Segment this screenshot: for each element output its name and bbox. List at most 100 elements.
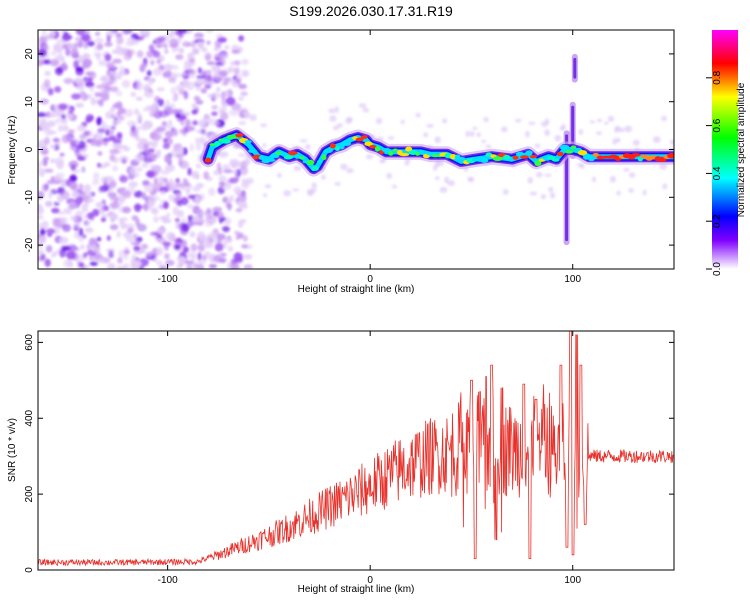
noise-blob <box>45 245 53 253</box>
noise-blob <box>241 181 250 190</box>
noise-blob <box>79 90 86 96</box>
noise-blob <box>178 108 183 115</box>
noise-blob <box>121 145 128 150</box>
noise-blob <box>123 253 129 261</box>
noise-blob <box>75 210 84 217</box>
noise-blob <box>128 181 139 188</box>
ridge-blob <box>374 146 381 152</box>
noise-blob <box>119 175 128 183</box>
speckle-blob <box>444 176 449 184</box>
ridge-blob <box>321 154 327 161</box>
noise-blob <box>102 137 111 142</box>
noise-blob <box>232 169 238 175</box>
colorbar-gradient <box>712 30 738 269</box>
noise-blob <box>227 66 235 73</box>
noise-blob <box>187 167 192 176</box>
ridge-blob <box>258 155 265 160</box>
noise-blob <box>51 207 60 214</box>
noise-blob <box>184 111 191 117</box>
speckle-blob <box>540 194 547 200</box>
speckle-blob <box>387 136 395 140</box>
snr-xlabel: Height of straight line (km) <box>298 584 415 595</box>
noise-blob <box>193 80 204 85</box>
noise-blob <box>112 139 122 144</box>
ridge-blob <box>520 155 529 159</box>
ridge-blob <box>551 158 560 162</box>
noise-blob <box>240 170 248 176</box>
noise-blob <box>68 203 77 210</box>
noise-blob <box>90 97 97 106</box>
noise-blob <box>40 253 46 261</box>
ridge-blob <box>355 137 364 142</box>
noise-blob <box>76 260 81 265</box>
ridge-blob <box>667 153 674 159</box>
noise-blob <box>218 181 226 187</box>
noise-blob <box>109 107 115 113</box>
noise-blob <box>197 209 204 218</box>
noise-blob <box>71 93 82 100</box>
noise-blob <box>174 244 181 250</box>
noise-blob <box>136 166 143 172</box>
noise-blob <box>203 171 210 180</box>
noise-blob <box>143 90 154 98</box>
colorbar-tick-label: 0.2 <box>712 214 723 228</box>
noise-blob <box>46 228 56 235</box>
noise-blob <box>69 245 78 252</box>
noise-blob <box>162 71 172 78</box>
noise-blob <box>156 87 165 92</box>
noise-blob <box>152 182 162 190</box>
noise-blob <box>224 45 230 50</box>
snr-frame <box>37 330 675 571</box>
noise-blob <box>233 60 241 66</box>
noise-blob <box>158 176 164 184</box>
noise-blob <box>168 64 174 70</box>
speckle-blob <box>669 139 674 145</box>
noise-blob <box>205 250 210 257</box>
noise-blob <box>234 78 242 84</box>
noise-blob <box>104 53 112 62</box>
ridge-blob <box>502 154 511 160</box>
noise-blob <box>156 247 164 256</box>
noise-blob <box>195 129 204 134</box>
noise-blob <box>96 257 105 264</box>
speckle-blob <box>218 108 225 114</box>
noise-blob <box>39 146 49 155</box>
noise-blob <box>166 231 175 241</box>
speckle-blob <box>334 182 341 186</box>
noise-blob <box>133 246 141 251</box>
noise-blob <box>88 237 98 247</box>
noise-blob <box>47 179 52 185</box>
noise-blob <box>130 261 139 269</box>
ridge-blob <box>631 153 641 157</box>
noise-blob <box>148 44 155 52</box>
noise-blob <box>106 129 115 136</box>
speckle-blob <box>233 103 242 110</box>
noise-blob <box>140 63 148 68</box>
noise-blob <box>62 223 71 232</box>
noise-blob <box>175 237 183 243</box>
ridge-blob <box>458 157 466 161</box>
ridge-blob <box>360 135 368 140</box>
noise-blob <box>41 30 47 37</box>
noise-blob <box>162 241 172 247</box>
noise-blob <box>82 40 89 49</box>
noise-blob <box>237 195 247 202</box>
noise-blob <box>197 231 205 237</box>
noise-blob <box>91 179 100 186</box>
noise-blob <box>136 141 146 150</box>
noise-blob <box>163 124 173 129</box>
noise-blob <box>240 113 245 119</box>
snr-ytick-label: 0 <box>24 567 35 573</box>
noise-blob <box>215 61 223 66</box>
noise-blob <box>149 106 157 114</box>
noise-blob <box>164 154 171 164</box>
ridge-blob <box>556 151 564 157</box>
speckle-blob <box>481 139 487 144</box>
noise-blob <box>116 132 123 140</box>
noise-blob <box>148 77 154 86</box>
noise-blob <box>216 86 221 92</box>
noise-blob <box>143 120 150 128</box>
noise-blob <box>122 190 132 199</box>
noise-blob <box>84 184 92 193</box>
noise-blob <box>96 237 102 242</box>
